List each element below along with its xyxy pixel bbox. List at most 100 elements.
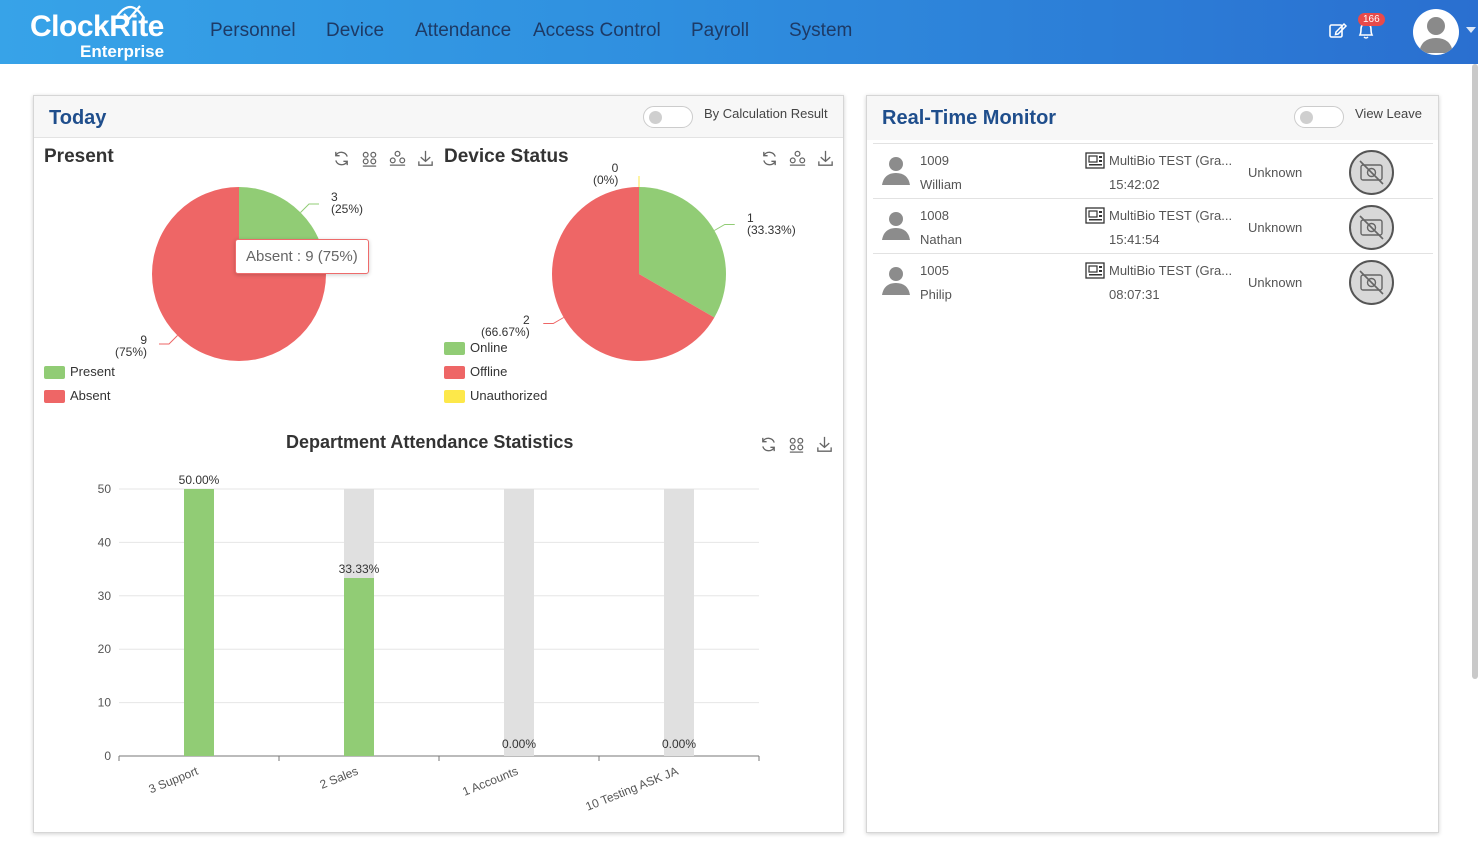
monitor-row[interactable]: 1008 Nathan MultiBio TEST (Gra... 15:41:54 U…: [873, 198, 1433, 253]
top-navigation-bar: ClockRite Enterprise Personnel Device At…: [0, 0, 1478, 64]
user-silhouette-icon: [1419, 17, 1453, 53]
y-tick-label: 10: [98, 696, 112, 710]
calculation-result-label: By Calculation Result: [704, 106, 828, 121]
device-name: MultiBio TEST (Gra...: [1109, 263, 1233, 278]
present-slice-label: 3 (25%): [331, 190, 364, 216]
online-legend-swatch[interactable]: [444, 342, 465, 355]
dept-refresh-icon[interactable]: [759, 435, 778, 454]
capture-photo[interactable]: [1349, 150, 1394, 195]
absent-tooltip: Absent : 9 (75%): [235, 239, 369, 274]
bar-3-support[interactable]: [184, 489, 214, 756]
y-tick-label: 20: [98, 642, 112, 656]
unauthorized-legend-label[interactable]: Unauthorized: [470, 388, 548, 403]
capture-photo[interactable]: [1349, 205, 1394, 250]
device-refresh-icon[interactable]: [760, 149, 779, 168]
unauthorized-slice-label: 0 (0%): [593, 161, 619, 187]
bar-data-label: 50.00%: [179, 473, 220, 487]
device-pie-leader-0: [714, 224, 735, 231]
verify-status: Unknown: [1248, 165, 1303, 180]
x-category-label: 3 Support: [147, 764, 201, 797]
group-view-icon[interactable]: [360, 149, 379, 168]
device-terminal-icon: [1085, 152, 1105, 169]
view-leave-toggle[interactable]: [1294, 106, 1344, 128]
y-tick-label: 40: [98, 535, 112, 549]
bar-data-label: 0.00%: [502, 737, 536, 751]
bar-background: [664, 489, 694, 756]
nav-device[interactable]: Device: [326, 20, 385, 41]
person-avatar-icon: [882, 212, 910, 240]
bar-2-sales[interactable]: [344, 578, 374, 756]
nav-attendance[interactable]: Attendance: [415, 20, 512, 41]
person-name: William: [920, 177, 962, 192]
present-pie-leader-1: [158, 335, 178, 345]
nav-personnel[interactable]: Personnel: [210, 20, 296, 41]
today-title: Today: [49, 107, 107, 129]
page-scrollbar[interactable]: [1472, 64, 1478, 679]
unauthorized-legend-swatch[interactable]: [444, 390, 465, 403]
absent-slice-label: 9 (75%): [115, 333, 148, 359]
absent-legend-label[interactable]: Absent: [70, 388, 111, 403]
today-panel: Today By Calculation Result Present 3 (25…: [33, 95, 844, 833]
bar-background: [504, 489, 534, 756]
present-pie-leader-0: [300, 203, 320, 213]
department-chart-title: Department Attendance Statistics: [286, 432, 574, 452]
monitor-row[interactable]: 1009 William MultiBio TEST (Gra... 15:42:02…: [873, 143, 1433, 198]
device-hierarchy-icon[interactable]: [788, 149, 807, 168]
device-name: MultiBio TEST (Gra...: [1109, 208, 1233, 223]
device-status-title: Device Status: [444, 146, 569, 167]
person-id: 1009: [920, 153, 949, 168]
absent-legend-swatch[interactable]: [44, 390, 65, 403]
bar-data-label: 33.33%: [339, 562, 380, 576]
nav-payroll[interactable]: Payroll: [691, 20, 750, 41]
download-icon[interactable]: [416, 149, 435, 168]
user-menu-caret-icon[interactable]: [1466, 27, 1476, 33]
user-avatar[interactable]: [1413, 9, 1459, 55]
today-panel-header: Today By Calculation Result: [34, 96, 843, 138]
nav-access-control[interactable]: Access Control: [533, 20, 661, 41]
verify-status: Unknown: [1248, 275, 1303, 290]
department-bar-chart: 0 10 20 30 40 50 50.00% 3 Support 33.33% 2 Sales 0…: [98, 473, 760, 814]
calculation-result-toggle[interactable]: [643, 106, 693, 128]
present-legend-label[interactable]: Present: [70, 364, 115, 379]
monitor-panel-header: Real-Time Monitor View Leave: [867, 96, 1438, 140]
punch-time: 15:42:02: [1109, 177, 1160, 192]
dept-group-icon[interactable]: [787, 435, 806, 454]
hierarchy-view-icon[interactable]: [388, 149, 407, 168]
present-legend-swatch[interactable]: [44, 366, 65, 379]
device-terminal-icon: [1085, 262, 1105, 279]
clock-hands-logo-icon: [115, 5, 145, 21]
dept-download-icon[interactable]: [815, 435, 834, 454]
no-camera-icon: [1359, 270, 1384, 295]
clockrite-logo[interactable]: ClockRite Enterprise: [30, 5, 180, 62]
verify-status: Unknown: [1248, 220, 1303, 235]
capture-photo[interactable]: [1349, 260, 1394, 305]
y-tick-label: 50: [98, 482, 112, 496]
view-leave-label: View Leave: [1355, 106, 1422, 121]
device-pie-slice-online[interactable]: [639, 187, 726, 318]
present-pie-slice-absent[interactable]: [152, 187, 326, 361]
offline-legend-label[interactable]: Offline: [470, 364, 508, 379]
monitor-row[interactable]: 1005 Philip MultiBio TEST (Gra... 08:07:31 U…: [873, 253, 1433, 308]
online-legend-label[interactable]: Online: [470, 340, 508, 355]
device-pie-leader-2: [638, 176, 640, 187]
nav-system[interactable]: System: [789, 20, 853, 41]
punch-time: 15:41:54: [1109, 232, 1160, 247]
bar-data-label: 0.00%: [662, 737, 696, 751]
no-camera-icon: [1359, 160, 1384, 185]
y-tick-label: 30: [98, 589, 112, 603]
notification-count-badge: 166: [1358, 13, 1385, 26]
person-id: 1005: [920, 263, 949, 278]
device-download-icon[interactable]: [816, 149, 835, 168]
device-pie-slice-offline[interactable]: [552, 187, 715, 361]
present-pie-chart: [152, 187, 326, 361]
person-avatar-icon: [882, 157, 910, 185]
offline-slice-label: 2 (66.67%): [481, 313, 530, 339]
device-pie-leader-1: [543, 317, 564, 324]
no-camera-icon: [1359, 215, 1384, 240]
refresh-icon[interactable]: [332, 149, 351, 168]
x-category-label: 1 Accounts: [460, 764, 520, 799]
person-name: Philip: [920, 287, 952, 302]
device-name: MultiBio TEST (Gra...: [1109, 153, 1233, 168]
edit-icon[interactable]: [1328, 20, 1348, 40]
offline-legend-swatch[interactable]: [444, 366, 465, 379]
